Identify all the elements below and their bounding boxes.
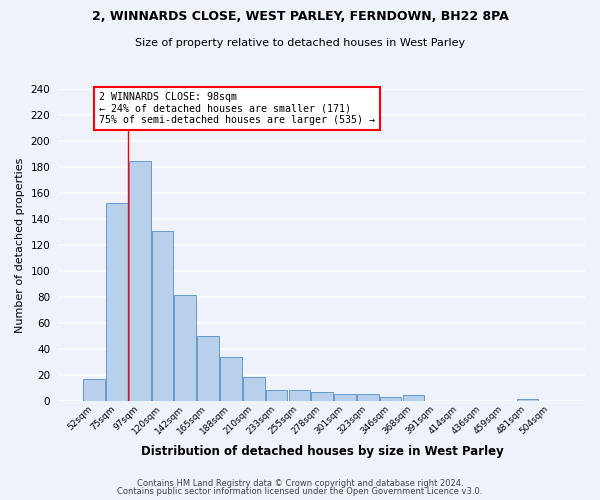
Bar xyxy=(243,376,265,402)
Bar xyxy=(266,390,287,402)
Bar xyxy=(175,295,196,402)
Text: Contains public sector information licensed under the Open Government Licence v3: Contains public sector information licen… xyxy=(118,487,482,496)
Text: 2, WINNARDS CLOSE, WEST PARLEY, FERNDOWN, BH22 8PA: 2, WINNARDS CLOSE, WEST PARLEY, FERNDOWN… xyxy=(92,10,508,23)
X-axis label: Distribution of detached houses by size in West Parley: Distribution of detached houses by size … xyxy=(141,444,503,458)
Bar xyxy=(380,398,401,402)
Text: Size of property relative to detached houses in West Parley: Size of property relative to detached ho… xyxy=(135,38,465,48)
Bar xyxy=(220,357,242,402)
Bar xyxy=(403,395,424,402)
Bar xyxy=(334,394,356,402)
Y-axis label: Number of detached properties: Number of detached properties xyxy=(15,158,25,333)
Bar xyxy=(289,390,310,402)
Bar xyxy=(311,392,333,402)
Bar xyxy=(106,202,128,402)
Bar xyxy=(83,379,105,402)
Bar xyxy=(517,398,538,402)
Bar xyxy=(357,394,379,402)
Bar xyxy=(129,161,151,402)
Bar xyxy=(152,231,173,402)
Text: Contains HM Land Registry data © Crown copyright and database right 2024.: Contains HM Land Registry data © Crown c… xyxy=(137,478,463,488)
Bar xyxy=(197,336,219,402)
Text: 2 WINNARDS CLOSE: 98sqm
← 24% of detached houses are smaller (171)
75% of semi-d: 2 WINNARDS CLOSE: 98sqm ← 24% of detache… xyxy=(98,92,374,126)
